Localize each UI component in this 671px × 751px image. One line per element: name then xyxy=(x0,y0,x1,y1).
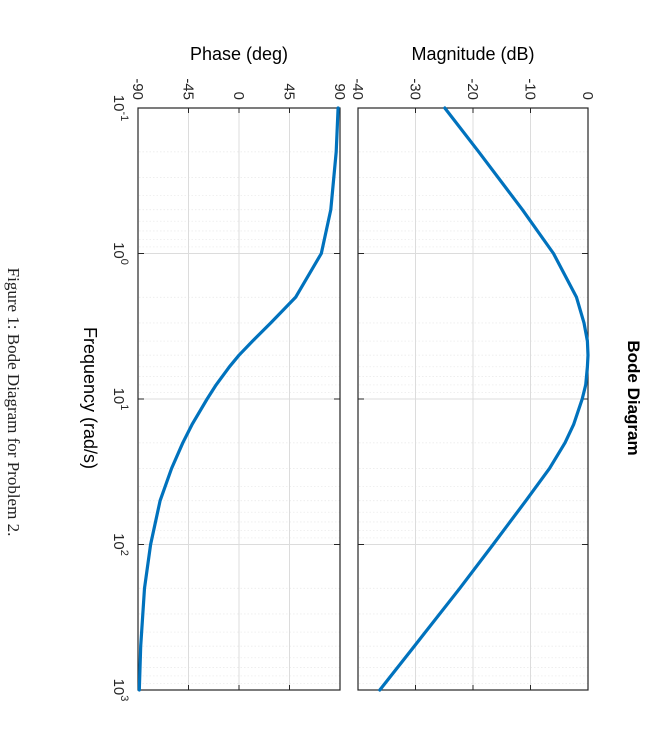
x-tick-exponent: -1 xyxy=(118,111,130,121)
phase-ytick-label: -90 xyxy=(129,78,146,100)
caption-group: Figure 1: Bode Diagram for Problem 2. xyxy=(4,268,23,537)
magnitude-ytick-label: -40 xyxy=(349,78,366,100)
magnitude-ytick-label: -30 xyxy=(407,78,424,100)
phase-ytick-label: -45 xyxy=(180,78,197,100)
x-axis-label: Frequency (rad/s) xyxy=(80,327,100,469)
magnitude-ytick-label: -20 xyxy=(464,78,481,100)
chart-title: Bode Diagram xyxy=(624,340,643,455)
magnitude-curve xyxy=(378,106,590,692)
phase-ytick-label: 0 xyxy=(230,92,247,100)
x-tick-base: 10 xyxy=(110,533,127,550)
x-tick-exponent: 1 xyxy=(118,404,130,410)
x-tick-label: 10-1 xyxy=(110,95,130,121)
magnitude-y-axis-label: Magnitude (dB) xyxy=(411,44,534,64)
phase-ytick-label: 45 xyxy=(281,83,298,100)
x-tick-exponent: 0 xyxy=(118,259,130,265)
magnitude-axes-frame xyxy=(357,107,589,691)
x-tick-exponent: 2 xyxy=(118,550,130,556)
x-tick-base: 10 xyxy=(110,95,127,112)
x-tick-base: 10 xyxy=(110,679,127,696)
x-tick-base: 10 xyxy=(110,242,127,259)
phase-y-axis-label: Phase (deg) xyxy=(190,44,288,64)
x-tick-exponent: 3 xyxy=(118,695,130,701)
magnitude-ytick-label: 0 xyxy=(579,92,596,100)
figure-caption: Figure 1: Bode Diagram for Problem 2. xyxy=(4,268,23,537)
magnitude-panel: 0 -10 -20 -30 -40 Magnitude (dB) xyxy=(349,44,596,692)
phase-ytick-label: 90 xyxy=(331,83,348,100)
x-tick-base: 10 xyxy=(110,388,127,405)
phase-curve xyxy=(137,106,340,692)
phase-panel: 90 45 0 -45 -90 Phase (deg) xyxy=(129,44,348,692)
x-tick-label: 103 xyxy=(110,679,130,702)
magnitude-ytick-label: -10 xyxy=(522,78,539,100)
phase-axes-frame xyxy=(137,107,341,691)
x-tick-label: 102 xyxy=(110,533,130,556)
x-tick-label: 101 xyxy=(110,388,130,411)
x-tick-label: 100 xyxy=(110,242,130,265)
